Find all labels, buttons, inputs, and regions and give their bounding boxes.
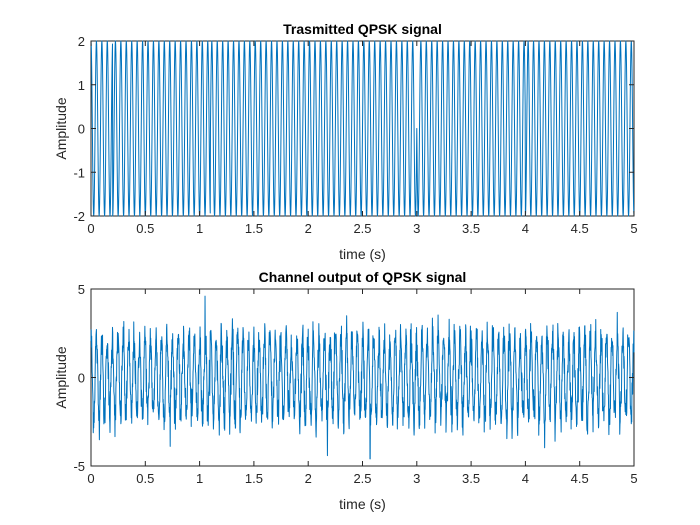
axes-title: Channel output of QPSK signal bbox=[259, 269, 467, 285]
channel-output-axes: Channel output of QPSK signal 0 0.5 1 1.5 2 2… bbox=[53, 269, 638, 512]
x-tick-label: 0 bbox=[87, 221, 94, 236]
x-tick-label: 0.5 bbox=[136, 471, 154, 486]
signal-line bbox=[90, 40, 635, 217]
x-tick-label: 4.5 bbox=[571, 221, 589, 236]
x-axis-label: time (s) bbox=[339, 496, 386, 512]
x-tick-label: 1.5 bbox=[245, 471, 263, 486]
x-tick-label: 2.5 bbox=[353, 221, 371, 236]
x-tick-label: 2.5 bbox=[353, 471, 371, 486]
y-tick-label: -1 bbox=[73, 165, 85, 180]
y-tick-label: -5 bbox=[73, 459, 85, 474]
x-tick-label: 3 bbox=[413, 221, 420, 236]
x-tick-label: 5 bbox=[630, 471, 637, 486]
x-tick-label: 0.5 bbox=[136, 221, 154, 236]
x-axis-label: time (s) bbox=[339, 246, 386, 262]
ticks-layer: 0 0.5 1 1.5 2 2.5 3 3.5 4 4.5 5 -2 -1 0 1 2 bbox=[73, 34, 637, 236]
x-tick-label: 5 bbox=[630, 221, 637, 236]
x-tick-label: 2 bbox=[305, 471, 312, 486]
x-tick-label: 3 bbox=[413, 471, 420, 486]
x-tick-label: 3.5 bbox=[462, 221, 480, 236]
ticks-layer: 0 0.5 1 1.5 2 2.5 3 3.5 4 4.5 5-505 bbox=[73, 282, 637, 486]
transmitted-signal-axes: Trasmitted QPSK signal 0 0.5 1 1.5 2 2.5 3 3.5 4… bbox=[53, 21, 638, 262]
y-tick-label: 1 bbox=[78, 78, 85, 93]
series-layer bbox=[90, 295, 635, 460]
x-tick-label: 4 bbox=[522, 221, 529, 236]
y-axis-label: Amplitude bbox=[53, 97, 69, 159]
x-tick-label: 0 bbox=[87, 471, 94, 486]
y-tick-label: 0 bbox=[78, 122, 85, 137]
y-tick-label: 2 bbox=[78, 34, 85, 49]
series-layer bbox=[90, 40, 635, 217]
x-tick-label: 4 bbox=[522, 471, 529, 486]
x-tick-label: 3.5 bbox=[462, 471, 480, 486]
plot-area bbox=[90, 288, 635, 467]
x-tick-label: 1 bbox=[196, 471, 203, 486]
y-axis-label: Amplitude bbox=[53, 346, 69, 408]
y-tick-label: -2 bbox=[73, 209, 85, 224]
axes-title: Trasmitted QPSK signal bbox=[283, 21, 442, 37]
y-tick-label: 0 bbox=[78, 371, 85, 386]
x-tick-label: 4.5 bbox=[571, 471, 589, 486]
x-tick-label: 1.5 bbox=[245, 221, 263, 236]
x-tick-label: 2 bbox=[305, 221, 312, 236]
x-tick-label: 1 bbox=[196, 221, 203, 236]
y-tick-label: 5 bbox=[78, 282, 85, 297]
signal-line bbox=[90, 295, 635, 460]
